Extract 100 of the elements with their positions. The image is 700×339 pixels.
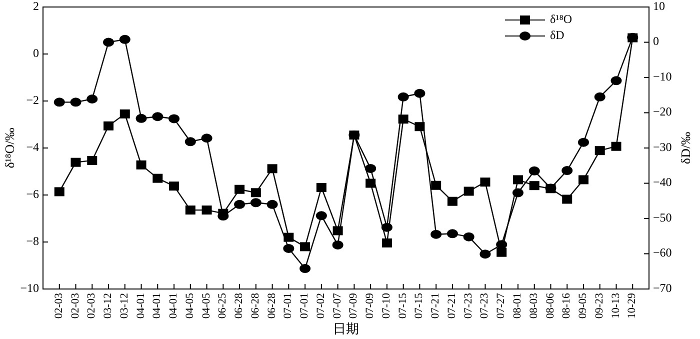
x-tick-label: 08-16 — [560, 292, 573, 319]
point — [103, 38, 114, 47]
x-tick-label: 02-03 — [86, 292, 98, 319]
point — [562, 166, 573, 176]
x-tick-label: 07-02 — [314, 293, 327, 319]
point — [250, 198, 262, 208]
x-tick-label: 07-15 — [396, 292, 409, 319]
point — [218, 208, 228, 218]
point — [70, 158, 81, 167]
point — [528, 166, 540, 176]
x-tick-label: 07-10 — [380, 292, 392, 319]
point — [529, 181, 540, 190]
y-tick-label: −4 — [26, 140, 39, 154]
point — [119, 34, 130, 44]
point — [332, 226, 343, 236]
x-tick-label: 07-09 — [364, 292, 376, 319]
y2-tick-label: −20 — [653, 104, 672, 118]
x-tick-label: 08-01 — [512, 293, 524, 319]
point — [234, 184, 245, 194]
point — [136, 114, 147, 123]
point — [300, 242, 310, 252]
point — [398, 92, 409, 102]
x-tick-label: 09-23 — [593, 292, 606, 319]
y2-tick-label: 10 — [653, 0, 665, 13]
point — [168, 114, 180, 124]
y-tick-label: −8 — [26, 234, 39, 248]
point — [464, 186, 474, 196]
x-tick-label: 07-21 — [446, 293, 458, 319]
y-tick-label: −10 — [20, 280, 39, 295]
point — [382, 238, 392, 248]
point — [431, 180, 442, 190]
point — [414, 122, 425, 132]
x-tick-label: 06-28 — [233, 292, 246, 319]
x-tick-label: 07-27 — [495, 292, 508, 319]
point — [284, 232, 294, 242]
point — [266, 200, 278, 209]
point — [430, 230, 442, 239]
point — [184, 137, 196, 146]
y2-tick-label: −30 — [653, 140, 672, 154]
y2-tick-label: −70 — [653, 280, 672, 295]
x-tick-label: 03-12 — [118, 293, 130, 319]
point — [463, 232, 474, 242]
point — [446, 229, 458, 238]
x-tick-label: 10-29 — [626, 292, 638, 319]
point — [332, 240, 344, 250]
x-tick-label: 08-03 — [528, 292, 540, 319]
point — [610, 76, 622, 86]
x-tick-label: 08-06 — [544, 292, 556, 319]
x-tick-label: 09-05 — [577, 292, 590, 319]
point — [316, 211, 327, 220]
x-tick-label: 04-01 — [168, 293, 180, 319]
legend-label: δ¹⁸O — [550, 12, 572, 26]
y-tick-label: 0 — [33, 46, 39, 60]
point — [70, 98, 82, 107]
y2-tick-label: −10 — [653, 69, 672, 84]
point — [365, 164, 376, 173]
x-tick-label: 07-21 — [430, 293, 442, 319]
point — [169, 182, 180, 191]
y-tick-label: 2 — [33, 0, 39, 13]
y2-axis-title: δD/‰ — [678, 132, 693, 164]
x-tick-label: 04-05 — [200, 292, 212, 319]
point — [136, 160, 146, 170]
x-tick-label: 06-28 — [249, 292, 262, 319]
point — [594, 146, 605, 156]
x-tick-label: 04-01 — [134, 293, 147, 319]
point — [414, 88, 426, 98]
point — [578, 138, 589, 147]
point — [86, 94, 98, 104]
point — [316, 182, 326, 192]
y-tick-label: −2 — [26, 92, 39, 107]
point — [267, 164, 278, 174]
point — [283, 244, 294, 253]
point — [120, 109, 130, 118]
point — [54, 187, 64, 196]
point — [578, 175, 588, 184]
x-tick-label: 07-23 — [462, 292, 474, 319]
x-tick-label: 06-28 — [266, 292, 278, 319]
x-tick-label: 07-23 — [478, 292, 491, 319]
x-tick-label: 07-07 — [331, 292, 344, 319]
point — [480, 178, 490, 187]
x-tick-label: 04-01 — [151, 293, 164, 319]
x-tick-label: 07-01 — [298, 293, 311, 319]
x-tick-label: 07-01 — [282, 293, 294, 319]
point — [185, 206, 196, 215]
legend-label: δD — [550, 28, 565, 42]
y-axis-title: δ¹⁸O/‰ — [2, 128, 17, 168]
point — [300, 264, 311, 274]
point — [152, 174, 163, 183]
point — [250, 188, 261, 198]
point — [202, 206, 212, 215]
x-tick-label: 07-15 — [413, 292, 426, 319]
y2-tick-label: −50 — [653, 210, 672, 224]
x-tick-label: 06-25 — [216, 292, 229, 319]
y2-tick-label: −60 — [653, 246, 672, 260]
point — [447, 196, 458, 206]
x-tick-label: 07-09 — [348, 292, 360, 319]
point — [594, 92, 606, 102]
x-tick-label: 03-12 — [102, 293, 114, 319]
x-tick-label: 04-05 — [184, 292, 196, 319]
x-tick-label: 10-13 — [610, 292, 622, 319]
